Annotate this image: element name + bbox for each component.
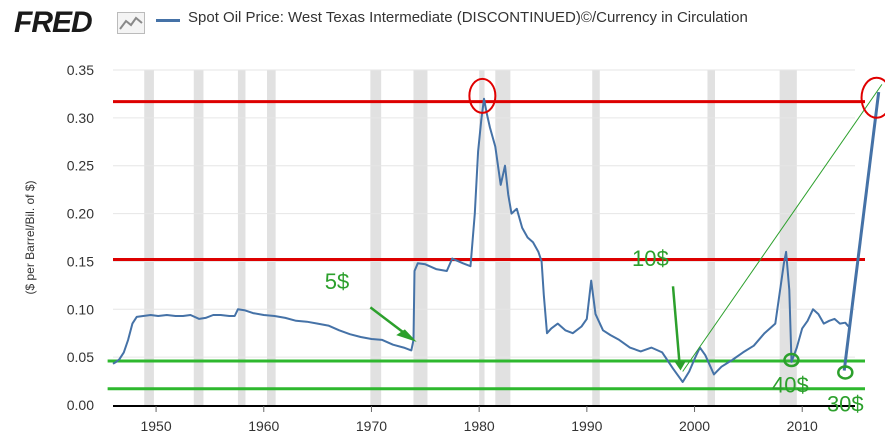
projected-peak-circle (860, 76, 885, 119)
x-tick-label: 2000 (679, 418, 710, 434)
y-axis-label: ($ per Barrel/Bil. of $) (23, 180, 37, 294)
recession-band (144, 70, 154, 405)
annotation-arrow (369, 306, 408, 337)
y-tick-label: 0.10 (67, 301, 94, 317)
fred-logo[interactable]: FRED (14, 6, 93, 39)
recession-band (370, 70, 382, 405)
annotation-arrowhead (396, 329, 417, 342)
annotation-arrowhead (674, 360, 686, 371)
annotation-label: 5$ (325, 269, 349, 294)
recession-band (413, 70, 428, 405)
chart-title: Spot Oil Price: West Texas Intermediate … (188, 9, 748, 26)
trend-line (682, 84, 883, 372)
recession-band (237, 70, 246, 405)
recession-band (707, 70, 715, 405)
recession-band (193, 70, 204, 405)
x-tick-label: 1990 (571, 418, 602, 434)
y-tick-label: 0.00 (67, 397, 94, 413)
y-tick-label: 0.35 (67, 62, 94, 78)
annotation-label: 40$ (772, 373, 809, 398)
x-tick-label: 2010 (787, 418, 818, 434)
annotation-arrow (671, 286, 681, 363)
low-2014-circle (837, 365, 854, 380)
projection-line (842, 91, 881, 371)
y-tick-label: 0.25 (67, 158, 94, 174)
recession-band (267, 70, 276, 405)
x-tick-label: 1950 (140, 418, 171, 434)
x-tick-label: 1970 (356, 418, 387, 434)
recession-band (479, 70, 485, 405)
y-tick-label: 0.30 (67, 110, 94, 126)
y-tick-label: 0.20 (67, 206, 94, 222)
recession-band (495, 70, 511, 405)
x-tick-label: 1960 (248, 418, 279, 434)
annotation-label: 30$ (827, 392, 864, 417)
recession-band (592, 70, 600, 405)
y-tick-label: 0.15 (67, 253, 94, 269)
annotation-label: 10$ (632, 246, 669, 271)
chart-header: FRED Spot Oil Price: West Texas Intermed… (0, 0, 885, 60)
line-chart-icon (117, 12, 145, 34)
x-tick-label: 1980 (464, 418, 495, 434)
legend-swatch (156, 19, 180, 22)
low-2009-circle (783, 352, 800, 368)
recession-band (779, 70, 797, 405)
data-series-line (112, 97, 850, 383)
y-tick-label: 0.05 (67, 349, 94, 365)
peak-circle (468, 77, 497, 114)
